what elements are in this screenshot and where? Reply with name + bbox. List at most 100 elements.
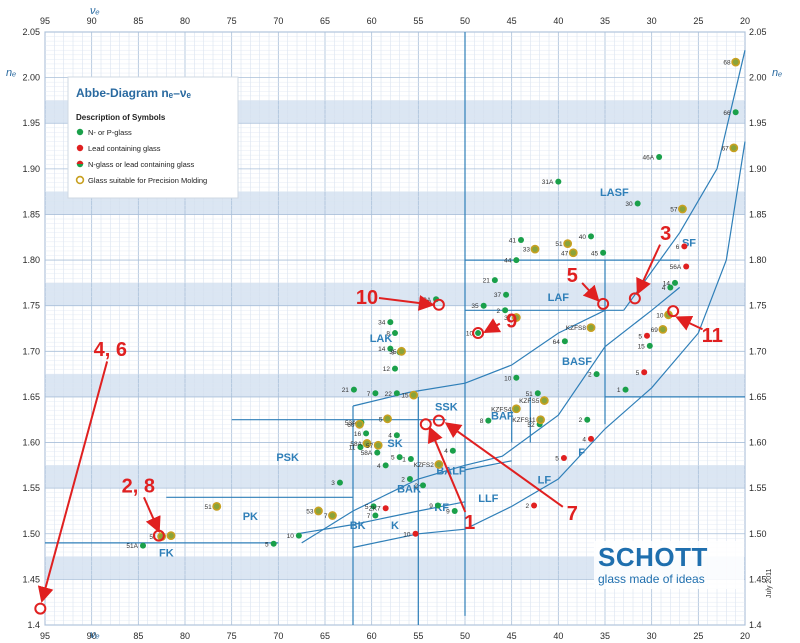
glass-point-label: 35 <box>471 303 479 310</box>
x-tick-top: 95 <box>40 16 50 26</box>
glass-point-label: 40 <box>579 234 587 241</box>
glass-point-label: 5 <box>636 370 640 377</box>
region-label-pk: PK <box>243 511 258 523</box>
x-tick-top: 45 <box>507 16 517 26</box>
glass-point-label: 33 <box>523 247 531 254</box>
glass-point-molding <box>536 415 545 425</box>
glass-point-label: 7 <box>367 391 371 398</box>
glass-point <box>420 482 426 489</box>
x-tick-top: 60 <box>367 16 377 26</box>
callout-label: 5 <box>567 265 578 287</box>
date-label: July 2011 <box>766 568 773 598</box>
y-tick-left: 1.4 <box>27 620 40 630</box>
legend-item-label: Lead containing glass <box>88 144 161 153</box>
callout-arrow <box>444 422 564 508</box>
glass-point-label: KZFS2 <box>414 462 435 469</box>
logo-backdrop <box>594 541 744 589</box>
y-tick-right: 1.80 <box>749 255 767 265</box>
glass-point <box>451 507 458 514</box>
glass-point-label: 52 <box>527 422 535 429</box>
glass-point-label: 37 <box>504 315 512 322</box>
glass-point-label: 15 <box>401 393 409 400</box>
y-tick-left: 1.60 <box>22 438 40 448</box>
glass-point-label: 57 <box>366 443 374 450</box>
glass-point <box>357 444 364 451</box>
glass-point-label: 7 <box>367 513 371 520</box>
band <box>45 556 745 580</box>
glass-point <box>513 257 520 264</box>
glass-point-label: 51 <box>204 504 212 511</box>
glass-point-label: 10 <box>466 331 474 338</box>
glass-point-lead <box>681 243 688 250</box>
glass-point <box>372 390 379 397</box>
glass-point <box>634 200 641 207</box>
glass-point <box>393 432 400 439</box>
glass-point-label: 22 <box>385 391 393 398</box>
glass-point-lead <box>683 263 690 270</box>
y-tick-left: 1.65 <box>22 392 40 402</box>
region-label-lak: LAK <box>370 333 393 345</box>
region-label-fk: FK <box>159 548 174 560</box>
x-axis-label-bottom: νₑ <box>90 629 100 641</box>
callout-arrow <box>483 318 502 334</box>
highlight-circle <box>419 418 432 431</box>
glass-point-label: ZK7 <box>369 506 381 513</box>
glass-point-label: KZFS5 <box>519 398 540 405</box>
legend-subtitle: Description of Symbols <box>76 113 166 122</box>
y-tick-right: 2.00 <box>749 73 767 83</box>
y-tick-left: 2.00 <box>22 73 40 83</box>
highlight-circle <box>628 292 641 305</box>
glass-point-lead <box>382 505 389 512</box>
glass-point-label: 11 <box>349 445 356 452</box>
y-tick-right: 1.95 <box>749 118 767 128</box>
legend-title: Abbe-Diagram nₑ–νₑ <box>76 86 192 100</box>
legend-swatch <box>76 144 84 152</box>
glass-point <box>667 284 674 291</box>
glass-point-label: 6 <box>676 244 680 251</box>
glass-point-lead <box>588 435 594 442</box>
band <box>45 465 745 489</box>
family-boundary <box>296 501 466 535</box>
glass-point <box>387 319 394 326</box>
glass-point-label: 44 <box>504 258 512 265</box>
legend-item-label: N-glass or lead containing glass <box>88 160 195 169</box>
y-tick-left: 1.75 <box>22 301 40 311</box>
glass-point-label: 9 <box>391 350 395 357</box>
glass-point-lead <box>644 332 650 339</box>
glass-point-label: 4 <box>388 433 392 440</box>
glass-point-label: 35 <box>389 349 397 356</box>
y-tick-right: 1.4 <box>749 620 762 630</box>
glass-point <box>382 462 389 469</box>
y-tick-left: 2.05 <box>22 27 40 37</box>
callout-label: 1 <box>464 512 475 534</box>
glass-point-label: 51A <box>126 543 138 550</box>
x-tick-bottom: 35 <box>600 631 610 641</box>
glass-point-molding <box>731 57 741 67</box>
glass-point-label: KZFS4 <box>491 406 512 413</box>
glass-point <box>336 479 343 486</box>
y-tick-right: 1.65 <box>749 392 767 402</box>
x-tick-top: 20 <box>740 16 750 26</box>
legend-item-label: N- or P-glass <box>88 128 132 137</box>
x-tick-bottom: 90 <box>87 631 97 641</box>
glass-point <box>485 417 492 424</box>
glass-point-label: 3 <box>331 480 335 487</box>
glass-point-label: 4 <box>377 463 381 470</box>
glass-point-molding <box>362 439 372 448</box>
region-label-basf: BASF <box>562 356 592 368</box>
callout-label: 2, 8 <box>122 476 155 498</box>
x-tick-top: 55 <box>413 16 423 26</box>
highlight-circle <box>597 297 610 310</box>
callout-label: 4, 6 <box>94 339 127 361</box>
x-tick-bottom: 30 <box>647 631 657 641</box>
glass-point <box>491 277 498 284</box>
x-tick-top: 90 <box>87 16 97 26</box>
glass-point-label: 9 <box>446 508 450 515</box>
glass-point-label: 21 <box>483 278 491 285</box>
glass-point-molding <box>678 204 687 214</box>
y-tick-left: 1.95 <box>22 118 40 128</box>
glass-point-label: 1 <box>402 456 406 463</box>
y-tick-right: 1.50 <box>749 529 767 539</box>
